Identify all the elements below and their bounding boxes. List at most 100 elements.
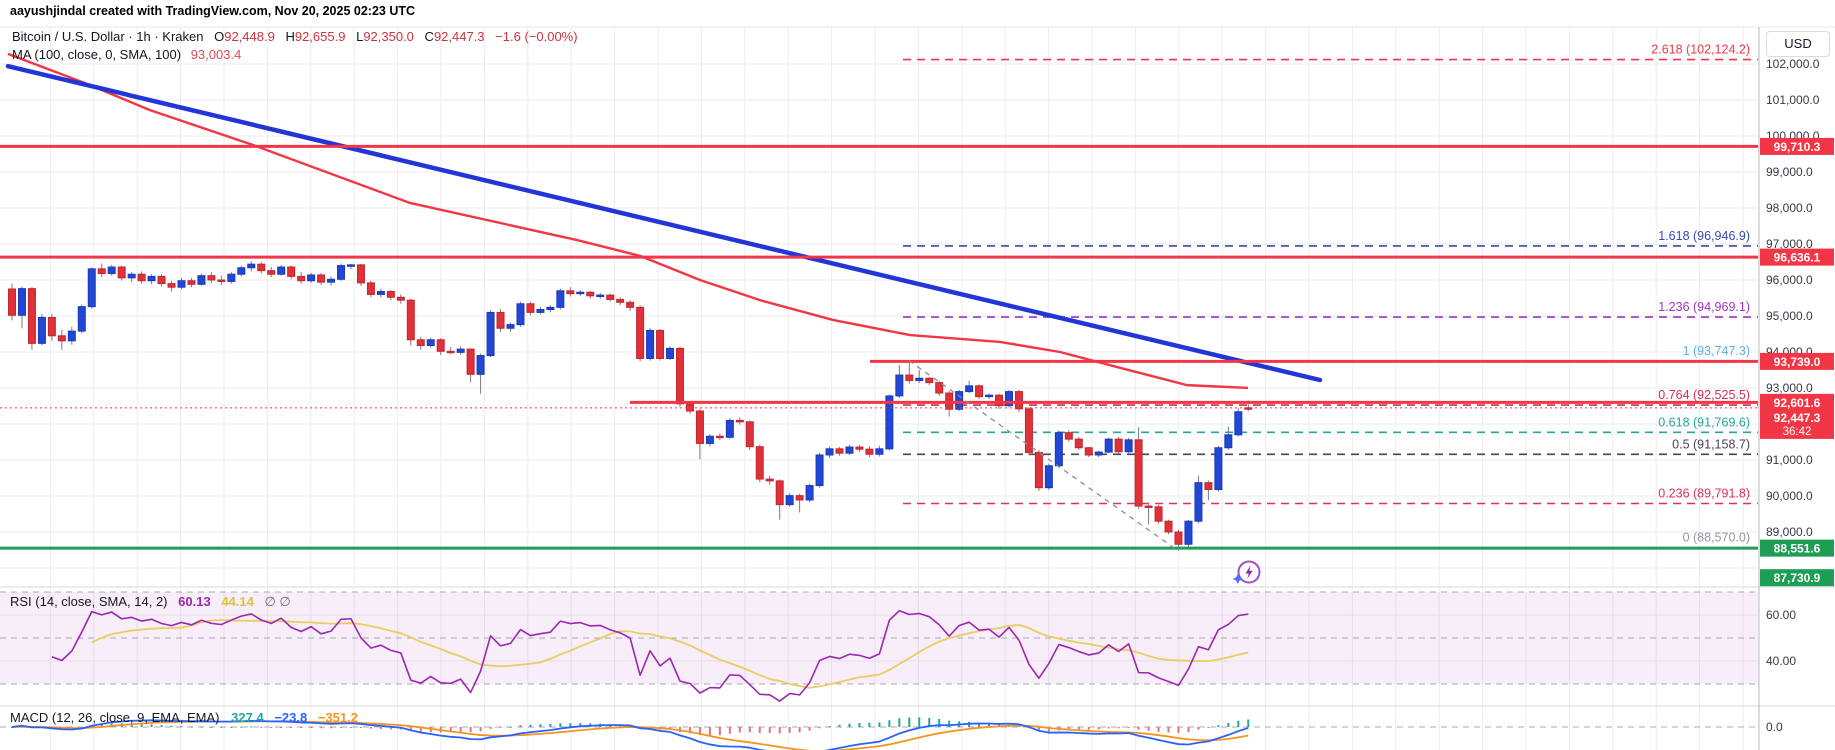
current-price-badge-text: 92,447.3 [1774,411,1821,425]
candle-body [985,394,994,398]
candle-body [1104,438,1113,453]
rsi-tick-label: 40.00 [1766,654,1796,668]
macd-hist-bar [768,727,771,733]
low-key: L [356,29,364,44]
candle-body [965,385,974,393]
macd-hist-bar [280,726,283,728]
candle-body [346,264,355,267]
macd-hist-bar [200,726,203,728]
price-badge-92,601.6 [1760,393,1834,411]
macd-hist-bar [1087,727,1090,730]
macd-hist-bar [1247,719,1250,727]
macd-hist-bar [210,726,213,728]
candle-body [546,306,555,311]
candle-body [426,339,435,347]
rsi-value: 60.13 [178,594,211,609]
price-tick-label: 89,000.0 [1766,525,1813,539]
macd-hist-bar [220,727,223,728]
candle-body [87,268,96,308]
macd-hist-bar [100,724,103,727]
price-badge-96,636.1 [1760,248,1834,266]
candle-body [596,294,605,298]
candle-body [466,348,475,375]
rsi-tick-label: 60.00 [1766,608,1796,622]
candle-body [895,374,904,397]
macd-hist-bar [130,723,133,727]
price-badge-92,601.6-text: 92,601.6 [1774,396,1821,410]
price-tick-label: 96,000.0 [1766,273,1813,287]
macd-hist-bar [1177,727,1180,734]
ma-value: 93,003.4 [190,47,242,62]
close-key: C [424,29,434,44]
fib-label-0.5: 0.5 (91,158.7) [1672,437,1750,451]
macd-tick-label: 0.0 [1766,720,1783,734]
candle-body [506,324,515,329]
price-tick-label: 97,000.0 [1766,237,1813,251]
macd-hist-bar [758,727,761,733]
ma-legend[interactable]: MA (100, close, 0, SMA, 100) 93,003.4 [12,47,242,63]
fib-anchor-line [908,360,1179,552]
macd-hist-bar [509,726,512,728]
macd-hist-bar [818,727,821,729]
candle-body [1094,451,1103,456]
candle-body [1114,438,1123,453]
ma-label: MA (100, close, 0, SMA, 100) [12,47,182,62]
candle-body [1014,391,1023,410]
candle-body [27,288,36,344]
candle-body [835,448,844,454]
macd-hist-bar [330,727,333,729]
candle-body [1174,531,1183,545]
macd-hist-bar [190,726,193,728]
macd-hist-bar [1217,725,1220,727]
macd-hist-bar [688,727,691,734]
candle-body [317,274,326,283]
candle-body [1034,451,1043,489]
candle-body [675,347,684,405]
macd-hist-bar [1137,727,1140,730]
candle-body [416,339,425,347]
candle-body [815,454,824,487]
candle-body [247,263,256,269]
candle-body [745,421,754,448]
macd-hist-bar [1097,727,1100,730]
macd-main-line [11,719,1249,750]
fib-label-0.618: 0.618 (91,769.6) [1658,415,1750,429]
candle-body [107,266,116,275]
candle-body [307,274,316,282]
change-value: −1.6 (−0.00%) [495,29,578,44]
candle-body [117,266,126,279]
close-value: 92,447.3 [433,29,485,44]
candle-body [775,480,784,506]
price-tick-label: 90,000.0 [1766,489,1813,503]
macd-hist-bar [230,726,233,728]
candle-body [147,275,156,282]
candle-body [666,347,675,359]
candle-body [446,350,455,354]
candle-body [925,377,934,384]
macd-hist-bar [808,727,811,731]
descending-trendline[interactable] [5,63,1323,383]
candle-body [1224,434,1233,449]
rsi-legend[interactable]: RSI (14, close, SMA, 14, 2) 60.13 44.14 … [10,594,291,610]
high-key: H [285,29,295,44]
macd-hist-bar [1227,723,1230,727]
candle-body [995,394,1004,407]
candle-body [646,329,655,359]
symbol-legend[interactable]: Bitcoin / U.S. Dollar · 1h · Kraken O92,… [12,29,578,45]
candle-body [476,355,485,375]
macd-legend[interactable]: MACD (12, 26, close, 9, EMA, EMA) 327.4 … [10,710,358,726]
candle-body [755,446,764,480]
candle-body [1044,465,1053,489]
supercharts-lightning-icon[interactable] [1231,556,1265,590]
fib-label-1.618: 1.618 (96,946.9) [1658,229,1750,243]
macd-hist-bar [718,727,721,736]
candle-body [536,309,545,313]
candle-body [685,403,694,412]
candle-body [217,279,226,282]
macd-hist-bar [449,727,452,733]
candle-body [1074,438,1083,449]
candle-body [297,275,306,282]
currency-usd-button[interactable]: USD [1766,31,1830,57]
price-badge-99,710.3 [1760,137,1834,155]
